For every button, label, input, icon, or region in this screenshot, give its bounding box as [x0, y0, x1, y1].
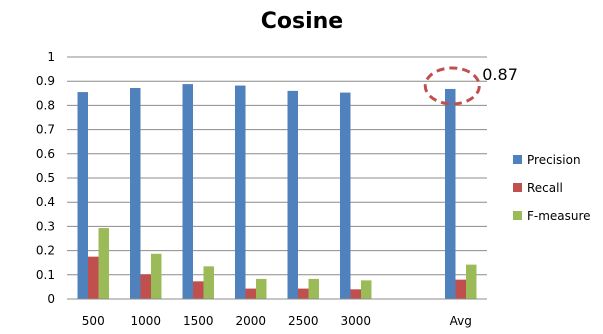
x-tick-label: 500 — [82, 314, 105, 328]
bar-precision-Avg — [445, 88, 456, 299]
legend-label: Recall — [527, 181, 563, 195]
bar-recall-1500 — [193, 281, 204, 299]
x-tick-label: 2000 — [235, 314, 266, 328]
annotation-dashed-circle — [423, 66, 481, 106]
bar-f-measure-3000 — [361, 280, 372, 299]
y-axis-ticks: 0 0.1 0.2 0.3 0.4 0.5 0.6 0.7 0.8 0.9 1 — [36, 50, 55, 306]
y-tick-label: 1 — [47, 50, 55, 64]
x-tick-label: 1000 — [130, 314, 161, 328]
bar-recall-2500 — [298, 288, 309, 299]
bar-f-measure-500 — [98, 228, 109, 299]
bars — [77, 84, 477, 299]
legend-label: Precision — [527, 153, 581, 167]
y-tick-label: 0.9 — [36, 74, 55, 88]
legend-swatch-recall — [513, 183, 522, 192]
bar-precision-500 — [77, 92, 88, 299]
y-tick-label: 0.4 — [36, 195, 55, 209]
legend-label: F-measure — [527, 209, 591, 223]
y-tick-label: 0.8 — [36, 98, 55, 112]
bar-precision-3000 — [340, 92, 351, 299]
bar-recall-1000 — [140, 274, 151, 299]
legend: Precision Recall F-measure — [513, 153, 591, 223]
y-tick-label: 0.3 — [36, 219, 55, 233]
chart-title: Cosine — [261, 9, 343, 34]
bar-precision-2000 — [235, 85, 246, 299]
x-axis-ticks: 500 1000 1500 2000 2500 3000 Avg — [82, 314, 472, 328]
x-tick-label: 2500 — [288, 314, 319, 328]
y-tick-label: 0 — [47, 292, 55, 306]
annotation: 0.87 — [423, 65, 518, 106]
bar-recall-2000 — [245, 288, 256, 299]
bar-f-measure-1500 — [203, 266, 214, 299]
y-tick-label: 0.7 — [36, 123, 55, 137]
legend-swatch-precision — [513, 155, 522, 164]
y-tick-label: 0.2 — [36, 244, 55, 258]
bar-precision-1000 — [130, 87, 141, 299]
bar-f-measure-2500 — [308, 278, 319, 299]
y-tick-label: 0.1 — [36, 268, 55, 282]
bar-f-measure-1000 — [151, 253, 162, 299]
x-tick-label: 1500 — [183, 314, 214, 328]
y-tick-label: 0.5 — [36, 171, 55, 185]
bar-f-measure-Avg — [466, 264, 477, 299]
legend-swatch-f-measure — [513, 211, 522, 220]
x-tick-label: Avg — [450, 314, 472, 328]
bar-f-measure-2000 — [256, 278, 267, 299]
bar-precision-2500 — [287, 90, 298, 299]
bar-recall-Avg — [455, 279, 466, 299]
bar-recall-3000 — [350, 289, 361, 299]
x-tick-label: 3000 — [340, 314, 371, 328]
y-tick-label: 0.6 — [36, 147, 55, 161]
bar-recall-500 — [88, 256, 99, 299]
annotation-label: 0.87 — [482, 65, 518, 84]
bar-precision-1500 — [182, 84, 193, 299]
